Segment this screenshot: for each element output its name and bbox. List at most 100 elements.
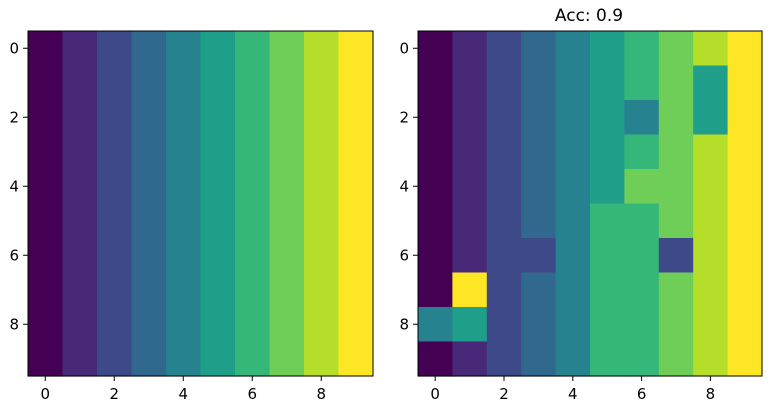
heatmap-cell: [132, 135, 167, 170]
heatmap-cell: [659, 342, 694, 377]
heatmap-cell: [63, 169, 98, 204]
heatmap-cell: [659, 66, 694, 101]
heatmap-cell: [28, 100, 63, 135]
heatmap-cell: [452, 135, 487, 170]
heatmap-cell: [235, 31, 270, 66]
heatmap-cell: [693, 135, 728, 170]
heatmap-cell: [166, 135, 201, 170]
heatmap-cell: [166, 66, 201, 101]
heatmap-cell: [590, 204, 625, 239]
heatmap-cell: [339, 273, 374, 308]
heatmap-cell: [590, 273, 625, 308]
heatmap-cell: [487, 273, 522, 308]
heatmap-cell: [339, 238, 374, 273]
heatmap-cell: [521, 66, 556, 101]
heatmap-cell: [487, 66, 522, 101]
heatmap-cell: [521, 100, 556, 135]
heatmap-cell: [97, 31, 132, 66]
y-tick-label: 6: [9, 246, 19, 264]
heatmap-cell: [659, 273, 694, 308]
heatmap-cell: [624, 66, 659, 101]
heatmap-cell: [452, 66, 487, 101]
heatmap-cell: [235, 273, 270, 308]
heatmap-cell: [521, 273, 556, 308]
heatmap-cell: [304, 100, 339, 135]
heatmap-cell: [97, 273, 132, 308]
x-tick-label: 8: [316, 385, 326, 403]
heatmap-cell: [63, 307, 98, 342]
x-tick-label: 4: [178, 385, 188, 403]
heatmap-cell: [452, 169, 487, 204]
heatmap-cell: [201, 342, 236, 377]
y-tick-label: 2: [399, 108, 409, 126]
y-tick-label: 4: [399, 177, 409, 195]
heatmap-cell: [728, 307, 763, 342]
heatmap-cell: [556, 204, 591, 239]
heatmap-cell: [556, 100, 591, 135]
heatmap-cell: [201, 204, 236, 239]
heatmap-cell: [132, 31, 167, 66]
heatmap-cell: [624, 169, 659, 204]
heatmap-cell: [339, 204, 374, 239]
heatmap-cell: [235, 342, 270, 377]
heatmap-cell: [132, 169, 167, 204]
x-tick-label: 2: [499, 385, 509, 403]
heatmap-cell: [624, 135, 659, 170]
heatmap-cell: [624, 273, 659, 308]
heatmap-right: Acc: 0.9 0 2 4 6 8 0 2 4 6 8: [399, 6, 762, 403]
heatmap-cell: [590, 307, 625, 342]
heatmap-cell: [235, 307, 270, 342]
y-tick-label: 4: [9, 177, 19, 195]
y-tick-label: 8: [9, 315, 19, 333]
heatmap-cell: [28, 238, 63, 273]
heatmap-cell: [590, 342, 625, 377]
heatmap-cell: [590, 66, 625, 101]
heatmap-cell: [659, 169, 694, 204]
heatmap-left: 0 2 4 6 8 0 2 4 6 8: [9, 31, 373, 403]
heatmap-cell: [166, 238, 201, 273]
heatmap-cell: [235, 66, 270, 101]
y-tick-label: 0: [9, 39, 19, 57]
heatmap-cell: [201, 100, 236, 135]
heatmap-cell: [418, 31, 453, 66]
heatmap-cell: [418, 273, 453, 308]
heatmap-cell: [339, 307, 374, 342]
heatmap-cell: [201, 307, 236, 342]
heatmap-cell: [132, 100, 167, 135]
heatmap-cell: [659, 100, 694, 135]
heatmap-cell: [728, 100, 763, 135]
heatmap-cell: [693, 169, 728, 204]
heatmap-cell: [166, 273, 201, 308]
heatmap-cell: [521, 135, 556, 170]
heatmap-cell: [235, 100, 270, 135]
heatmap-cell: [28, 169, 63, 204]
x-tick-label: 8: [706, 385, 716, 403]
heatmap-cell: [693, 100, 728, 135]
y-tick-label: 0: [399, 39, 409, 57]
heatmap-cell: [728, 169, 763, 204]
heatmap-cell: [556, 307, 591, 342]
heatmap-cell: [63, 31, 98, 66]
heatmap-cell: [521, 31, 556, 66]
heatmap-cell: [659, 307, 694, 342]
heatmap-cell: [201, 31, 236, 66]
heatmap-cell: [693, 273, 728, 308]
heatmap-cell: [304, 342, 339, 377]
heatmap-cell: [235, 204, 270, 239]
heatmap-cell: [624, 31, 659, 66]
x-tick-label: 0: [40, 385, 50, 403]
heatmap-cell: [487, 100, 522, 135]
heatmap-cell: [304, 307, 339, 342]
heatmap-cell: [304, 169, 339, 204]
heatmap-cell: [556, 169, 591, 204]
heatmap-cell: [624, 342, 659, 377]
heatmap-cell: [97, 204, 132, 239]
heatmap-cell: [235, 135, 270, 170]
heatmap-cell: [270, 273, 305, 308]
heatmap-cell: [487, 238, 522, 273]
heatmap-cell: [659, 135, 694, 170]
chart-title: Acc: 0.9: [555, 6, 623, 26]
heatmap-cell: [201, 135, 236, 170]
heatmap-cell: [728, 31, 763, 66]
